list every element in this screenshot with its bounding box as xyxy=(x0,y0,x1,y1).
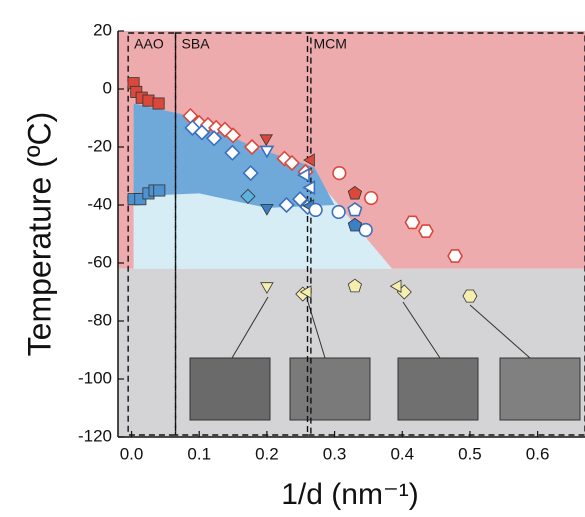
zone-label: AAO xyxy=(134,36,164,52)
marker xyxy=(193,124,211,141)
marker xyxy=(260,203,274,216)
marker xyxy=(259,145,275,159)
marker xyxy=(418,224,434,238)
arrow xyxy=(402,301,441,359)
y-tick-label: 0 xyxy=(103,78,112,97)
zones: AAO SBA MCM xyxy=(127,32,585,436)
x-tick-label: 0.5 xyxy=(458,444,482,463)
marker xyxy=(347,217,363,232)
marker xyxy=(278,196,295,214)
marker xyxy=(447,249,463,263)
zone-box xyxy=(174,32,312,436)
x-tick-label: 0.3 xyxy=(323,444,347,463)
markers xyxy=(127,77,478,303)
marker xyxy=(299,285,312,299)
zone-label: MCM xyxy=(314,36,347,52)
marker xyxy=(308,202,323,218)
y-tick-label: 20 xyxy=(93,20,112,39)
marker xyxy=(364,190,379,206)
sem-insets xyxy=(189,296,581,421)
marker xyxy=(303,153,315,167)
y-tick-label: -120 xyxy=(78,426,112,445)
axes: 20 0 -20 -40 -60 -80 -100 -120 0.0 0.1 0.2 0.3 0.4 0.… xyxy=(78,20,585,463)
marker xyxy=(142,94,155,107)
marker xyxy=(358,222,373,238)
x-tick-label: 0.1 xyxy=(187,444,211,463)
sem-image xyxy=(397,357,479,421)
x-tick-label: 0.0 xyxy=(120,444,144,463)
marker xyxy=(347,185,363,200)
marker xyxy=(404,215,421,230)
marker xyxy=(242,164,259,182)
marker xyxy=(240,188,256,204)
marker xyxy=(224,127,242,144)
zone-label: SBA xyxy=(182,36,211,52)
arrow xyxy=(231,296,269,359)
marker xyxy=(296,167,310,183)
marker xyxy=(152,97,165,110)
x-tick-label: 0.2 xyxy=(255,444,279,463)
y-tick-label: -80 xyxy=(87,310,112,329)
sem-image xyxy=(189,357,271,421)
marker xyxy=(347,278,363,293)
zone-box xyxy=(127,32,177,436)
x-tick-label: 0.4 xyxy=(390,444,414,463)
y-axis-title: Temperature (ºC) xyxy=(21,112,57,357)
sem-image xyxy=(289,357,371,421)
y-tick-label: -20 xyxy=(87,136,112,155)
marker xyxy=(205,130,223,147)
y-tick-label: -100 xyxy=(78,368,112,387)
arrow xyxy=(469,304,531,359)
marker xyxy=(462,289,478,303)
marker xyxy=(259,134,273,147)
x-tick-label: 0.6 xyxy=(526,444,550,463)
marker xyxy=(224,144,241,161)
marker xyxy=(291,191,309,208)
marker xyxy=(389,279,402,293)
marker xyxy=(331,204,346,220)
marker xyxy=(302,180,316,196)
y-tick-label: -60 xyxy=(87,252,112,271)
x-axis-title: 1/d (nm⁻¹) xyxy=(281,478,419,511)
marker xyxy=(153,184,166,197)
y-tick-label: -40 xyxy=(87,194,112,213)
marker xyxy=(283,154,301,172)
marker xyxy=(260,282,274,295)
sem-image xyxy=(499,357,581,421)
marker xyxy=(347,201,363,217)
marker xyxy=(243,138,261,156)
marker xyxy=(332,166,347,181)
